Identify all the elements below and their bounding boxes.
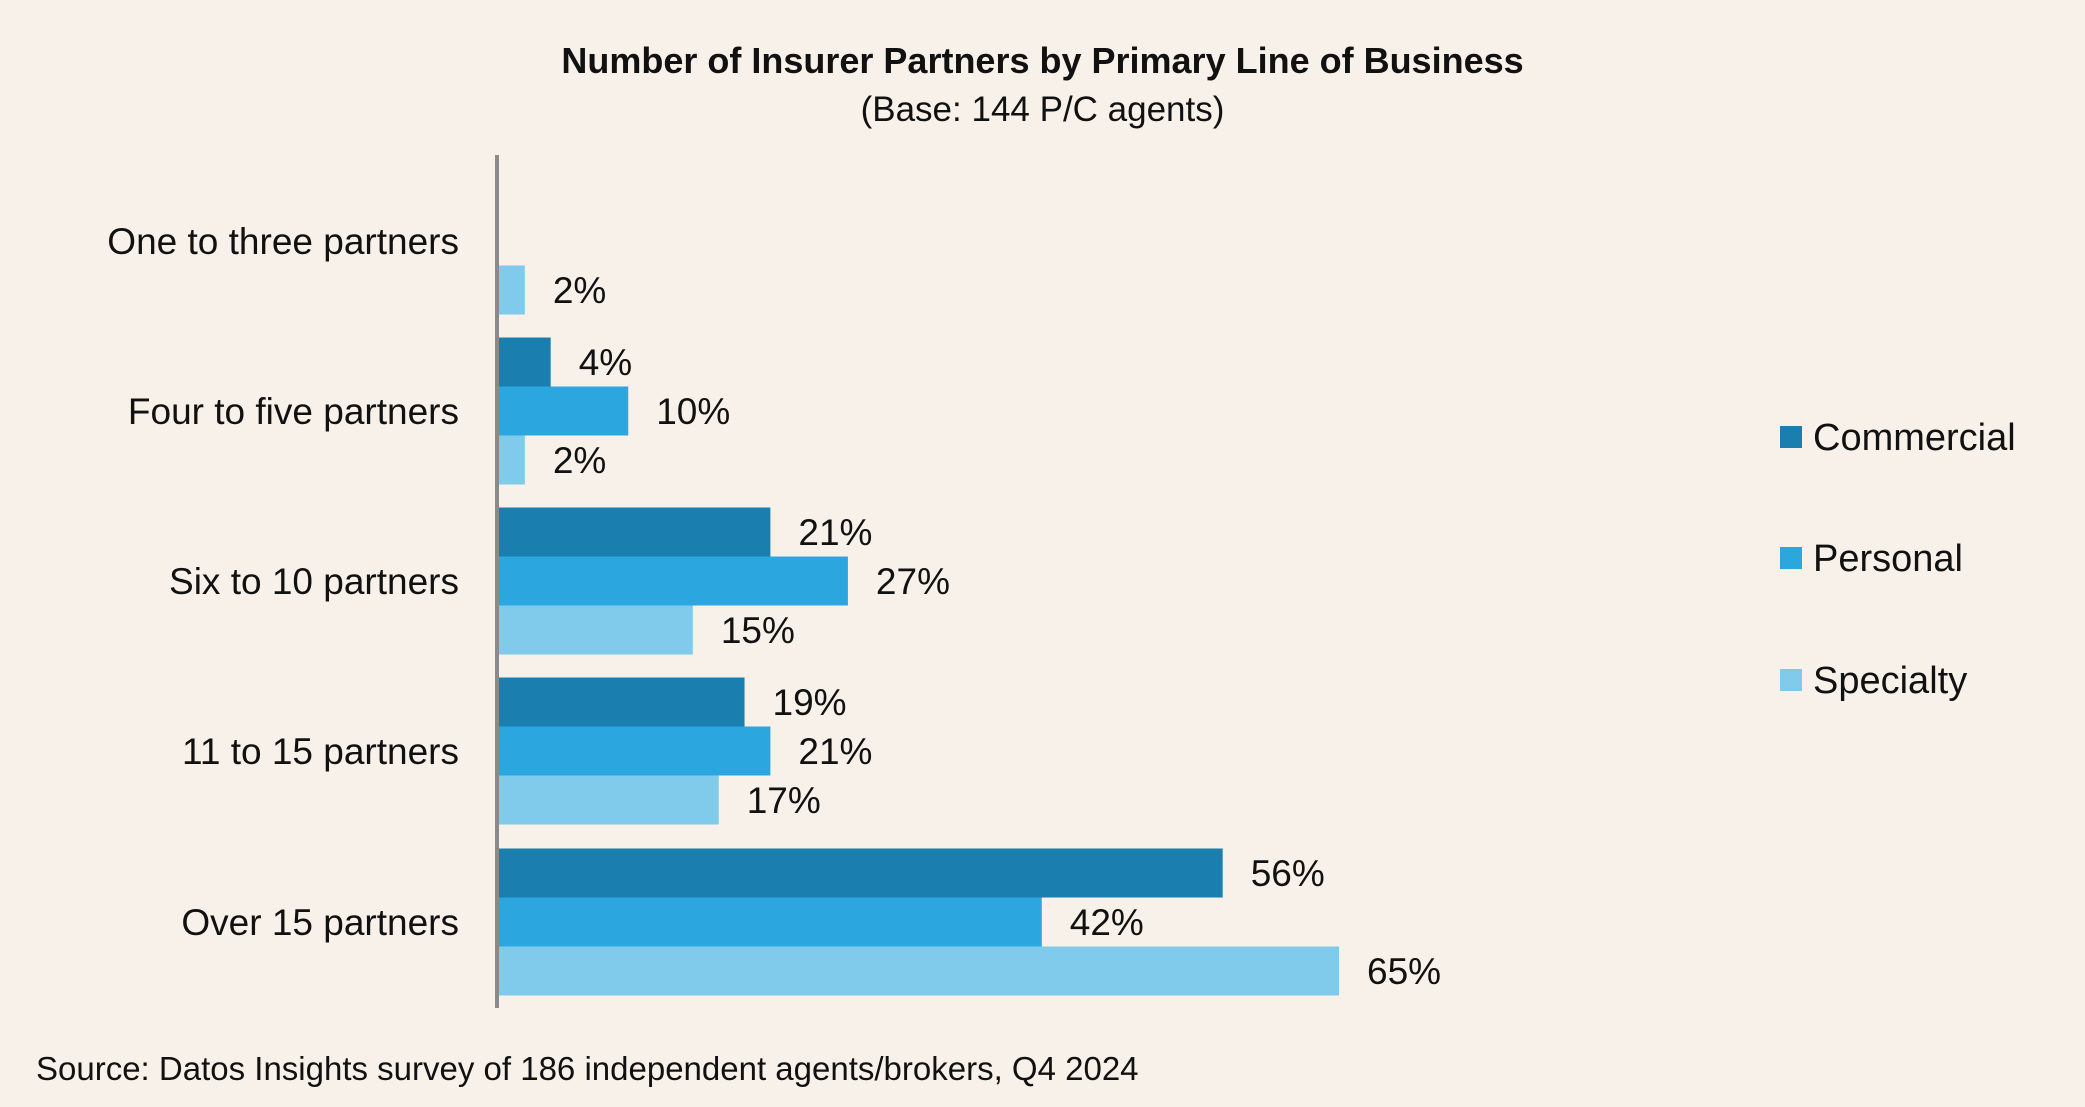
category-label: Four to five partners [128,391,459,432]
bar-personal [499,386,629,436]
legend-label: Specialty [1813,660,1967,702]
category-label: 11 to 15 partners [182,731,459,772]
data-label: 2% [553,440,606,481]
data-label: 21% [798,731,872,772]
bar-commercial [499,337,551,387]
legend-swatch [1780,547,1802,569]
data-label: 4% [579,342,632,383]
data-label: 42% [1070,902,1144,943]
legend-label: Commercial [1813,417,2016,459]
source-note: Source: Datos Insights survey of 186 ind… [36,1050,1139,1087]
bar-specialty [499,435,525,485]
category-label: One to three partners [107,221,459,262]
bar-specialty [499,946,1339,996]
bar-personal [499,897,1042,947]
data-label: 21% [798,512,872,553]
bar-specialty [499,775,719,825]
data-label: 19% [773,682,847,723]
bar-specialty [499,605,693,655]
legend-swatch [1780,669,1802,691]
data-label: 10% [656,391,730,432]
category-label: Six to 10 partners [169,561,459,602]
data-label: 65% [1367,951,1441,992]
chart-title: Number of Insurer Partners by Primary Li… [561,40,1524,81]
legend-swatch [1780,426,1802,448]
data-label: 56% [1251,853,1325,894]
bar-commercial [499,848,1223,898]
chart-subtitle: (Base: 144 P/C agents) [860,90,1225,129]
data-label: 2% [553,270,606,311]
bar-specialty [499,265,525,315]
data-label: 15% [721,610,795,651]
bar-personal [499,726,771,776]
bar-commercial [499,507,771,557]
data-label: 27% [876,561,950,602]
data-label: 17% [747,780,821,821]
legend-label: Personal [1813,538,1963,580]
bar-commercial [499,677,745,727]
bar-personal [499,556,848,606]
category-label: Over 15 partners [181,902,459,943]
